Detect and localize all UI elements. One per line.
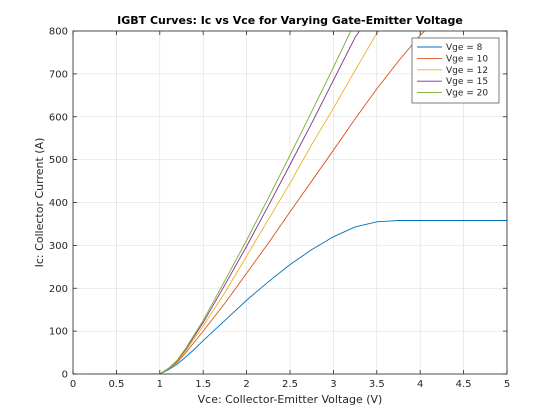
series-line-5 [90, 31, 352, 374]
x-tick-label: 1.5 [195, 379, 211, 390]
series-lines [90, 31, 507, 374]
x-tick-label: 0 [70, 379, 76, 390]
x-tick-label: 3.5 [369, 379, 385, 390]
x-tick-label: 4.5 [456, 379, 472, 390]
y-tick-label: 100 [49, 327, 68, 338]
x-tick-label: 3 [330, 379, 336, 390]
chart-title: IGBT Curves: Ic vs Vce for Varying Gate-… [117, 14, 463, 27]
x-tick-label: 4 [417, 379, 423, 390]
series-line-2 [90, 31, 425, 374]
y-tick-label: 300 [49, 241, 68, 252]
y-axis-label: Ic: Collector Current (A) [33, 138, 46, 268]
series-line-3 [90, 31, 379, 374]
y-tick-label: 700 [49, 69, 68, 80]
legend-entry: Vge = 15 [446, 77, 488, 87]
y-tick-label: 0 [62, 370, 68, 381]
y-tick-label: 400 [49, 198, 68, 209]
y-tick-label: 200 [49, 284, 68, 295]
y-tick-label: 600 [49, 112, 68, 123]
x-tick-label: 0.5 [108, 379, 124, 390]
x-tick-label: 5 [504, 379, 510, 390]
legend-entry: Vge = 10 [446, 54, 488, 64]
legend-entry: Vge = 8 [446, 43, 483, 53]
series-line-4 [90, 31, 360, 374]
x-tick-label: 2.5 [282, 379, 298, 390]
y-tick-label: 500 [49, 155, 68, 166]
legend-entry: Vge = 20 [446, 89, 488, 99]
axis-ticks: 0 0.5 1 1.5 2 2.5 3 3.5 4 4.5 5 0 100 200 300 400 500 600… [49, 27, 510, 391]
x-tick-label: 1 [157, 379, 163, 390]
x-tick-label: 2 [243, 379, 249, 390]
y-tick-label: 800 [49, 27, 68, 38]
x-axis-label: Vce: Collector-Emitter Voltage (V) [198, 393, 383, 406]
legend-entry: Vge = 12 [446, 66, 488, 76]
